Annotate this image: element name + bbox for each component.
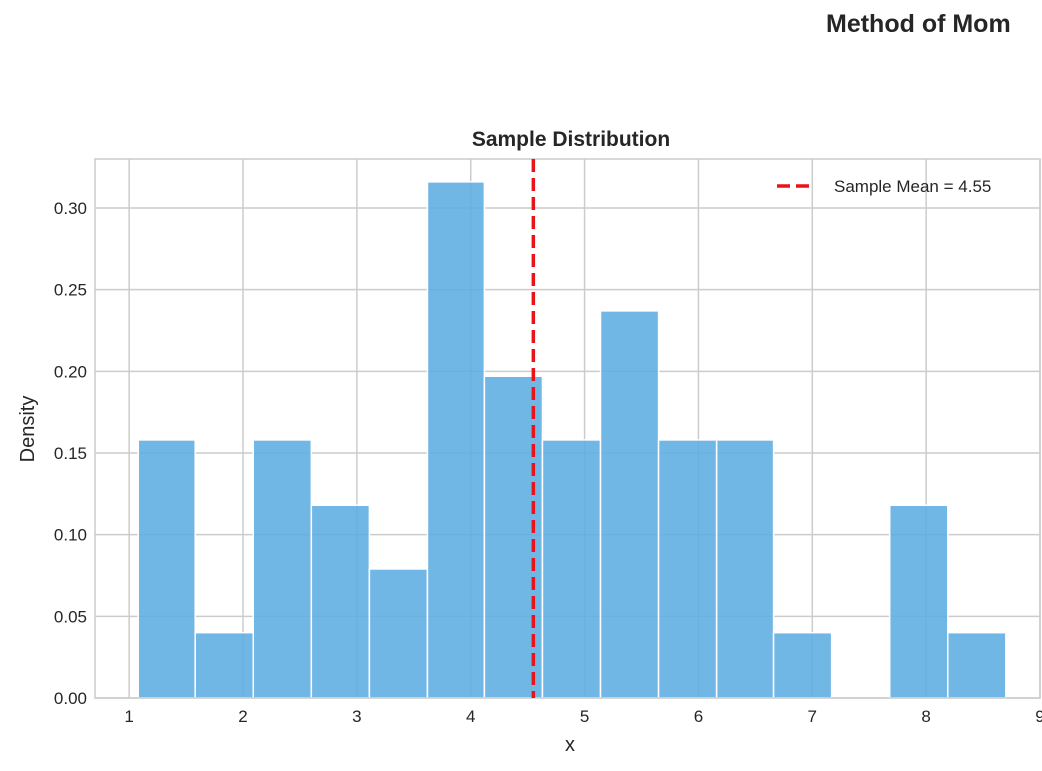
histogram-bar [947,631,1007,699]
y-tick-label: 0.15 [54,444,87,463]
x-tick-label: 1 [124,707,133,726]
histogram-bar [715,439,775,699]
y-tick-label: 0.10 [54,526,87,545]
histogram-bar [772,631,833,699]
y-tick-label: 0.00 [54,689,87,708]
x-tick-label: 2 [238,707,247,726]
plot-frame [94,158,1041,699]
histogram-bar [888,504,949,699]
y-tick-label: 0.30 [54,199,87,218]
histogram-bar [426,181,486,699]
legend: Sample Mean = 4.55 [777,177,991,196]
x-tick-labels: 1 2 3 4 5 6 7 8 9 [124,707,1042,726]
axis-spines [94,158,1041,699]
x-tick-label: 9 [1035,707,1042,726]
histogram-bars [137,181,1007,699]
histogram-bar [252,439,313,699]
chart-title: Sample Distribution [472,128,670,151]
x-tick-label: 5 [580,707,589,726]
histogram-bar [368,568,429,699]
histogram-bar [657,439,718,699]
figure-suptitle: Method of Mom [826,10,1011,38]
y-tick-label: 0.25 [54,281,87,300]
histogram-bar [483,375,544,699]
x-tick-label: 6 [694,707,703,726]
histogram-bar [599,310,660,699]
legend-label: Sample Mean = 4.55 [834,177,991,196]
histogram-bar [137,439,196,699]
y-axis-label: Density [17,396,39,463]
x-tick-label: 7 [808,707,817,726]
y-tick-label: 0.20 [54,362,87,381]
histogram-bar [194,631,255,699]
x-tick-label: 3 [352,707,361,726]
histogram-bar [541,439,602,699]
x-axis-label: x [565,734,575,756]
x-tick-label: 4 [466,707,475,726]
y-tick-labels: 0.00 0.05 0.10 0.15 0.20 0.25 0.30 [54,199,87,708]
y-tick-label: 0.05 [54,607,87,626]
x-tick-label: 8 [921,707,930,726]
histogram-bar [310,504,371,699]
